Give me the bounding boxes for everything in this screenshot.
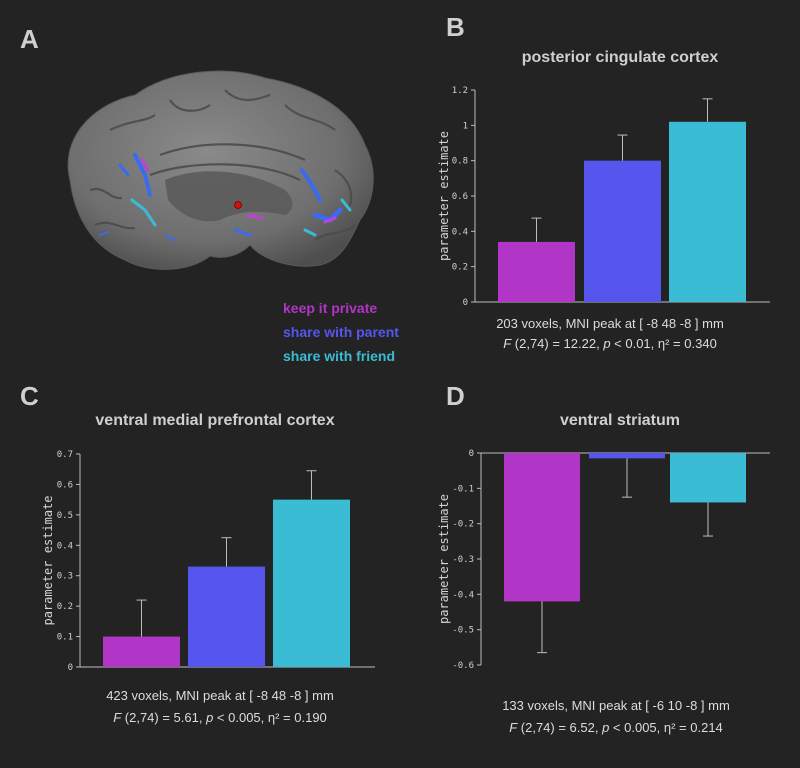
panel-letter-b: B bbox=[446, 12, 465, 42]
y-tick-label-pcc: 0.6 bbox=[452, 192, 468, 202]
bar-vmpfc-2 bbox=[273, 499, 350, 667]
y-tick-label-vs: -0.5 bbox=[452, 626, 474, 636]
bar-vmpfc-0 bbox=[103, 636, 180, 667]
legend-keep-private: keep it private bbox=[283, 300, 378, 316]
y-tick-label-vmpfc: 0 bbox=[68, 663, 73, 673]
y-tick-label-pcc: 1 bbox=[463, 121, 468, 131]
y-tick-label-vmpfc: 0.6 bbox=[57, 480, 73, 490]
y-axis-label-pcc: parameter estimate bbox=[437, 131, 451, 261]
y-tick-label-vmpfc: 0.2 bbox=[57, 602, 73, 612]
bar-pcc-0 bbox=[498, 241, 575, 302]
y-tick-label-pcc: 0.8 bbox=[452, 157, 468, 167]
peak-marker bbox=[234, 201, 242, 209]
caption-pcc-stats: F (2,74) = 12.22, p < 0.01, η² = 0.340 bbox=[503, 336, 717, 351]
y-tick-label-vs: -0.1 bbox=[452, 484, 474, 494]
y-tick-label-pcc: 0.2 bbox=[452, 263, 468, 273]
bar-vs-1 bbox=[589, 453, 665, 459]
y-tick-label-vs: -0.4 bbox=[452, 590, 474, 600]
y-tick-label-vmpfc: 0.4 bbox=[57, 541, 73, 551]
y-tick-label-vmpfc: 0.3 bbox=[57, 572, 73, 582]
bar-vmpfc-1 bbox=[188, 566, 265, 667]
bar-pcc-2 bbox=[669, 121, 746, 302]
panel-letter-a: A bbox=[20, 24, 39, 54]
y-axis-label-vmpfc: parameter estimate bbox=[41, 495, 55, 625]
brain-rendering bbox=[67, 70, 374, 270]
y-tick-label-vs: -0.6 bbox=[452, 661, 474, 671]
y-axis-label-vs: parameter estimate bbox=[437, 494, 451, 624]
bar-vs-0 bbox=[504, 453, 580, 602]
y-tick-label-vmpfc: 0.1 bbox=[57, 633, 73, 643]
caption-vs-voxels: 133 voxels, MNI peak at [ -6 10 -8 ] mm bbox=[502, 698, 730, 713]
chart-title-vmpfc: ventral medial prefrontal cortex bbox=[95, 412, 335, 429]
panel-letter-c: C bbox=[20, 381, 39, 411]
y-tick-label-pcc: 0.4 bbox=[452, 227, 468, 237]
chart-title-pcc: posterior cingulate cortex bbox=[521, 49, 719, 66]
caption-vmpfc-stats: F (2,74) = 5.61, p < 0.005, η² = 0.190 bbox=[113, 710, 327, 725]
brain-cortex-shape bbox=[67, 70, 374, 270]
y-tick-label-vs: -0.3 bbox=[452, 555, 474, 565]
bar-vs-2 bbox=[670, 453, 746, 503]
caption-vs-stats: F (2,74) = 6.52, p < 0.005, η² = 0.214 bbox=[509, 720, 723, 735]
y-tick-label-vmpfc: 0.5 bbox=[57, 511, 73, 521]
panel-letter-d: D bbox=[446, 381, 465, 411]
y-tick-label-pcc: 0 bbox=[463, 298, 468, 308]
y-tick-label-vs: -0.2 bbox=[452, 520, 474, 530]
legend-share-friend: share with friend bbox=[283, 348, 396, 364]
brain-midline-structure bbox=[165, 171, 293, 222]
caption-vmpfc-voxels: 423 voxels, MNI peak at [ -8 48 -8 ] mm bbox=[106, 688, 334, 703]
chart-title-vs: ventral striatum bbox=[559, 412, 681, 429]
y-tick-label-vmpfc: 0.7 bbox=[57, 450, 73, 460]
y-tick-label-vs: 0 bbox=[469, 449, 474, 459]
y-tick-label-pcc: 1.2 bbox=[452, 86, 468, 96]
legend-share-parent: share with parent bbox=[283, 324, 399, 340]
caption-pcc-voxels: 203 voxels, MNI peak at [ -8 48 -8 ] mm bbox=[496, 316, 724, 331]
bar-pcc-1 bbox=[584, 160, 661, 302]
